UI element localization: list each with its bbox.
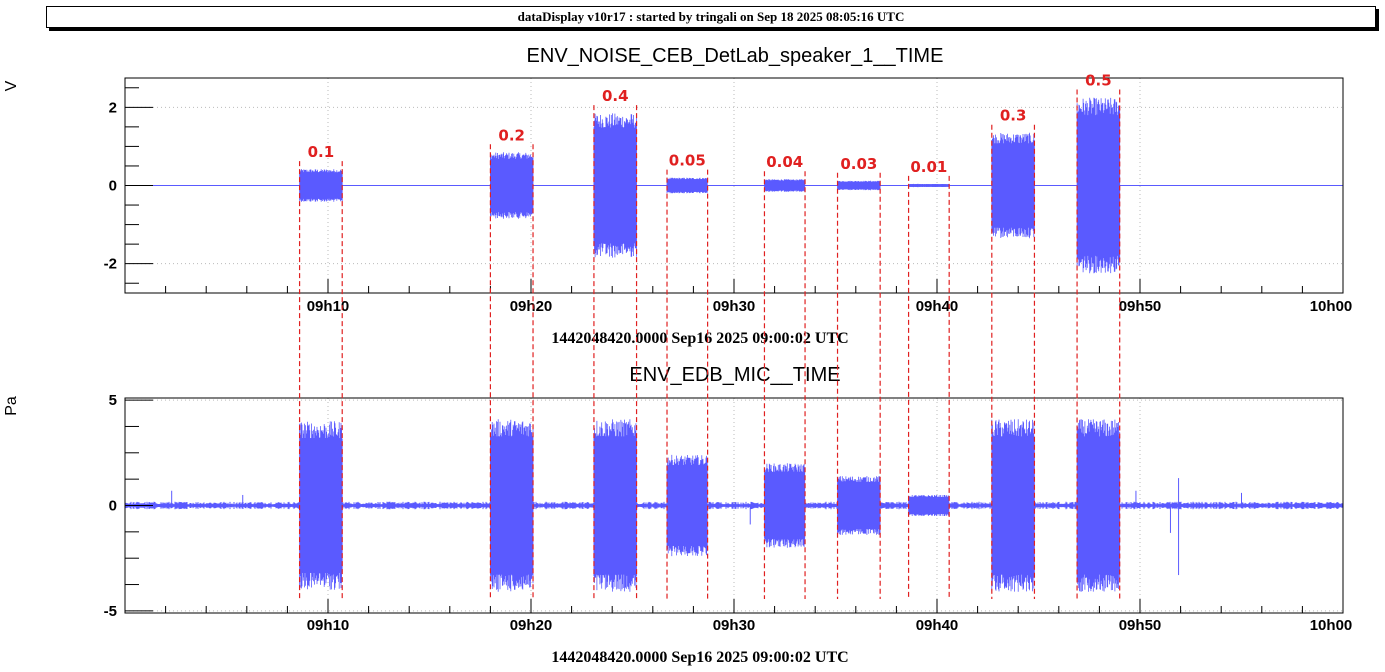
- chart1-plot-area: -2 0 2 09h10 09h20 09h30 09h40 09h50 10h00: [104, 77, 1353, 315]
- chart1-xtick-label-4: 09h50: [1119, 298, 1162, 315]
- chart2-xtick-label-4: 09h50: [1119, 617, 1162, 634]
- chart2-burst-core-8: [1077, 436, 1120, 575]
- chart1-ytick-label-1: 0: [109, 178, 117, 195]
- chart1-xtick-label-2: 09h30: [713, 298, 756, 315]
- chart1-xtick-label-3: 09h40: [916, 298, 959, 315]
- chart2-ytick-label-2: 5: [109, 392, 117, 409]
- chart2-x-axis-label: 1442048420.0000 Sep16 2025 09:00:02 UTC: [551, 649, 848, 666]
- chart2-ytick-label-0: -5: [104, 603, 117, 620]
- chart2-xtick-label-0: 09h10: [307, 617, 350, 634]
- chart1-burst-core-5: [837, 181, 881, 190]
- chart2-xtick-label-2: 09h30: [713, 617, 756, 634]
- chart2-burst-core-1: [490, 436, 534, 575]
- chart1-burst-core-0: [299, 172, 343, 199]
- chart2-burst-core-5: [837, 481, 881, 530]
- burst-amplitude-label-5: 0.03: [840, 155, 877, 173]
- chart1-xtick-label-1: 09h20: [510, 298, 553, 315]
- chart1-ytick-label-2: 2: [109, 99, 117, 116]
- chart2-xtick-label-3: 09h40: [916, 617, 959, 634]
- chart1-burst-core-4: [764, 180, 806, 191]
- chart2-burst-core-7: [991, 436, 1035, 575]
- chart1-burst-core-3: [667, 179, 708, 192]
- burst-amplitude-label-2: 0.4: [602, 87, 629, 105]
- chart1-burst-core-6: [908, 184, 950, 187]
- burst-amplitude-label-4: 0.04: [766, 153, 803, 171]
- chart1-burst-core-8: [1077, 115, 1120, 256]
- chart2-burst-core-4: [764, 471, 806, 540]
- burst-boundary-markers: 0.1 0.2 0.4 0.05 0.04 0.03 0.01 0.3 0.5: [298, 72, 1121, 599]
- chart2-xtick-label-5: 10h00: [1310, 617, 1353, 634]
- header-bar: dataDisplay v10r17 : started by tringali…: [46, 6, 1376, 28]
- chart2-burst-core-6: [908, 497, 950, 514]
- chart1-ytick-label-0: -2: [104, 256, 117, 273]
- burst-amplitude-label-1: 0.2: [498, 126, 525, 144]
- chart2-burst-core-0: [299, 438, 343, 573]
- chart1-title: ENV_NOISE_CEB_DetLab_speaker_1__TIME: [527, 45, 944, 67]
- burst-amplitude-label-3: 0.05: [669, 152, 706, 170]
- chart1-y-axis-label: V: [3, 80, 20, 91]
- chart2-xtick-label-1: 09h20: [510, 617, 553, 634]
- chart2-y-axis-label: Pa: [3, 396, 20, 416]
- chart1-x-axis-label: 1442048420.0000 Sep16 2025 09:00:02 UTC: [551, 330, 848, 347]
- burst-amplitude-label-6: 0.01: [910, 158, 947, 176]
- chart1-burst-core-7: [991, 143, 1035, 228]
- burst-amplitude-label-7: 0.3: [1000, 107, 1027, 125]
- chart2-ytick-label-1: 0: [109, 498, 117, 515]
- chart2-title: ENV_EDB_MIC__TIME: [629, 364, 840, 386]
- chart1-burst-core-1: [490, 158, 534, 213]
- chart1-burst-core-2: [593, 127, 637, 244]
- burst-amplitude-label-0: 0.1: [308, 143, 335, 161]
- header-title: dataDisplay v10r17 : started by tringali…: [517, 9, 905, 24]
- chart1-xtick-label-5: 10h00: [1310, 298, 1353, 315]
- burst-amplitude-label-8: 0.5: [1085, 72, 1112, 90]
- chart1-xtick-label-0: 09h10: [307, 298, 350, 315]
- chart2-plot-area: -5 0 5 09h10 09h20 09h30 09h40 09h50 10h00: [104, 392, 1353, 634]
- chart2-burst-core-2: [593, 436, 637, 575]
- chart2-burst-core-3: [667, 465, 708, 546]
